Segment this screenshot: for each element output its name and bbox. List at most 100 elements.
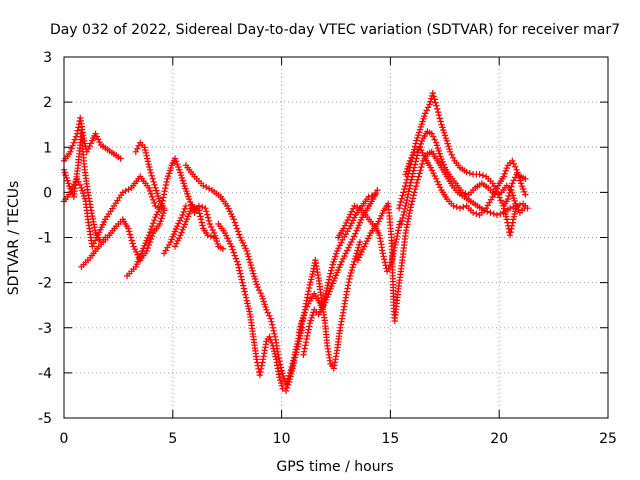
data-point [242,294,250,301]
data-point [157,218,164,225]
data-point [125,225,132,232]
data-point [304,329,312,336]
data-point [151,181,158,189]
data-point [512,163,519,170]
data-point [522,191,529,198]
data-point [146,187,154,195]
trace-1 [60,130,109,246]
data-point [433,142,441,149]
data-point [204,214,212,221]
x-tick-label: 5 [168,431,177,447]
data-point [347,269,355,277]
data-point [196,210,203,217]
data-point [508,222,516,229]
data-point [412,158,419,165]
data-point [369,195,377,203]
data-point [460,203,467,211]
data-point [146,238,154,246]
data-point [405,188,412,195]
data-point [521,188,528,195]
x-tick-label: 20 [490,431,508,447]
data-point [348,238,355,246]
data-point [267,315,274,322]
y-tick-label: -4 [38,366,52,382]
data-point [248,264,255,272]
data-point [234,228,242,235]
data-point [125,186,132,193]
data-point [207,233,215,240]
data-point [150,196,157,204]
data-point [395,205,403,212]
data-point [232,255,240,262]
data-point [92,130,99,137]
data-point [350,261,357,268]
data-point [151,217,158,224]
data-point [500,173,507,180]
data-point [409,198,416,205]
data-point [202,205,209,212]
data-point [439,158,446,166]
data-point [344,216,351,224]
data-point [400,211,407,219]
data-point [325,276,333,283]
data-point [228,243,235,250]
data-point [374,186,381,194]
data-point [229,246,236,253]
data-point [96,139,103,146]
data-point [431,136,438,143]
data-point [417,146,425,154]
data-point [476,171,483,178]
data-point [347,211,354,218]
data-point [419,149,426,157]
data-point [268,339,275,346]
data-point [119,189,126,196]
data-point [345,214,353,221]
data-point [432,175,440,182]
data-point [258,362,265,369]
data-point [73,175,81,182]
data-point [303,297,310,304]
data-point [434,105,441,113]
data-point [336,242,343,249]
trace-3 [78,207,168,270]
data-point [396,201,404,209]
data-point [264,309,271,316]
data-point [206,220,213,228]
data-point [511,197,518,205]
data-point [162,181,170,189]
data-point [176,217,184,224]
data-point [430,93,437,100]
plot-frame [63,56,609,419]
data-point [236,267,243,274]
data-point [517,180,525,187]
data-point [349,264,356,271]
data-point [148,193,156,201]
data-point [240,285,248,292]
data-point [487,209,494,216]
data-point [195,207,203,214]
data-point [502,167,509,175]
data-point [145,232,153,239]
data-point [371,191,379,198]
data-point [204,211,211,218]
data-point [479,172,487,179]
data-point [411,164,418,171]
data-point [255,286,263,294]
data-point [173,240,180,247]
data-point [148,172,155,179]
data-point [449,154,457,161]
data-point [145,184,153,192]
data-point [400,189,407,196]
data-point [325,279,332,286]
data-point [232,222,240,229]
data-point [409,173,416,180]
x-tick-label: 10 [273,431,291,447]
data-point [353,250,360,257]
data-point [92,237,99,244]
data-point [437,118,444,125]
data-point [269,321,276,328]
data-point [375,218,382,225]
data-point [490,190,498,198]
data-point [335,245,342,252]
data-point [398,217,406,225]
